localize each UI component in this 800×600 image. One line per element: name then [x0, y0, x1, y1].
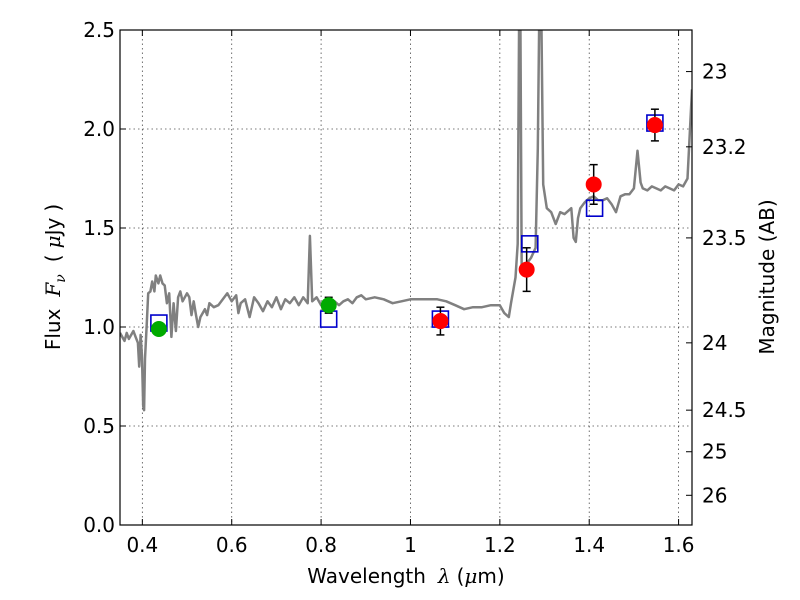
y2-tick-label: 24: [702, 331, 727, 355]
y-tick-label: 1.5: [83, 216, 115, 240]
x-tick-label: 1.2: [484, 533, 516, 557]
photometry-point: [150, 320, 167, 337]
y-axis-label: FluxFν(μJy): [41, 204, 69, 350]
y-tick-label: 0.0: [83, 513, 115, 537]
plot-frame: [119, 29, 693, 526]
y-tick-label: 2.0: [83, 117, 115, 141]
photometry-point: [432, 313, 449, 330]
grid: [120, 30, 692, 525]
x-tick-label: 1.6: [663, 533, 695, 557]
y2-tick-label: 24.5: [702, 398, 747, 422]
photometry-point: [518, 261, 535, 278]
y-tick-label: 2.5: [83, 18, 115, 42]
spectrum-line: [120, 30, 692, 412]
y2-axis-label: Magnitude (AB): [755, 199, 779, 354]
x-tick-label: 1: [404, 533, 417, 557]
y-tick-label: 1.0: [83, 315, 115, 339]
x-tick-label: 1.4: [573, 533, 605, 557]
x-tick-label: 0.4: [126, 533, 158, 557]
y2-tick-label: 23.2: [702, 135, 747, 159]
y2-tick-label: 26: [702, 483, 727, 507]
y2-tick-label: 25: [702, 440, 727, 464]
y2-tick-label: 23.5: [702, 226, 747, 250]
photometry-point: [585, 176, 602, 193]
photometry-point: [646, 117, 663, 134]
y-tick-label: 0.5: [83, 414, 115, 438]
plot-area: [120, 30, 692, 412]
y2-tick-label: 23: [702, 60, 727, 84]
ticks: 0.4 0.6 0.8 1 1.2 1.4 1.6 0.0 0.5 1.0 1.5 2.0 2.5 23 2…: [83, 18, 746, 557]
model-square: [585, 199, 604, 217]
x-axis-label: Wavelength λ (μm): [307, 564, 504, 588]
x-tick-label: 0.8: [305, 533, 337, 557]
photometry-point: [320, 297, 337, 314]
model-square: [520, 235, 539, 253]
x-tick-label: 0.6: [216, 533, 248, 557]
